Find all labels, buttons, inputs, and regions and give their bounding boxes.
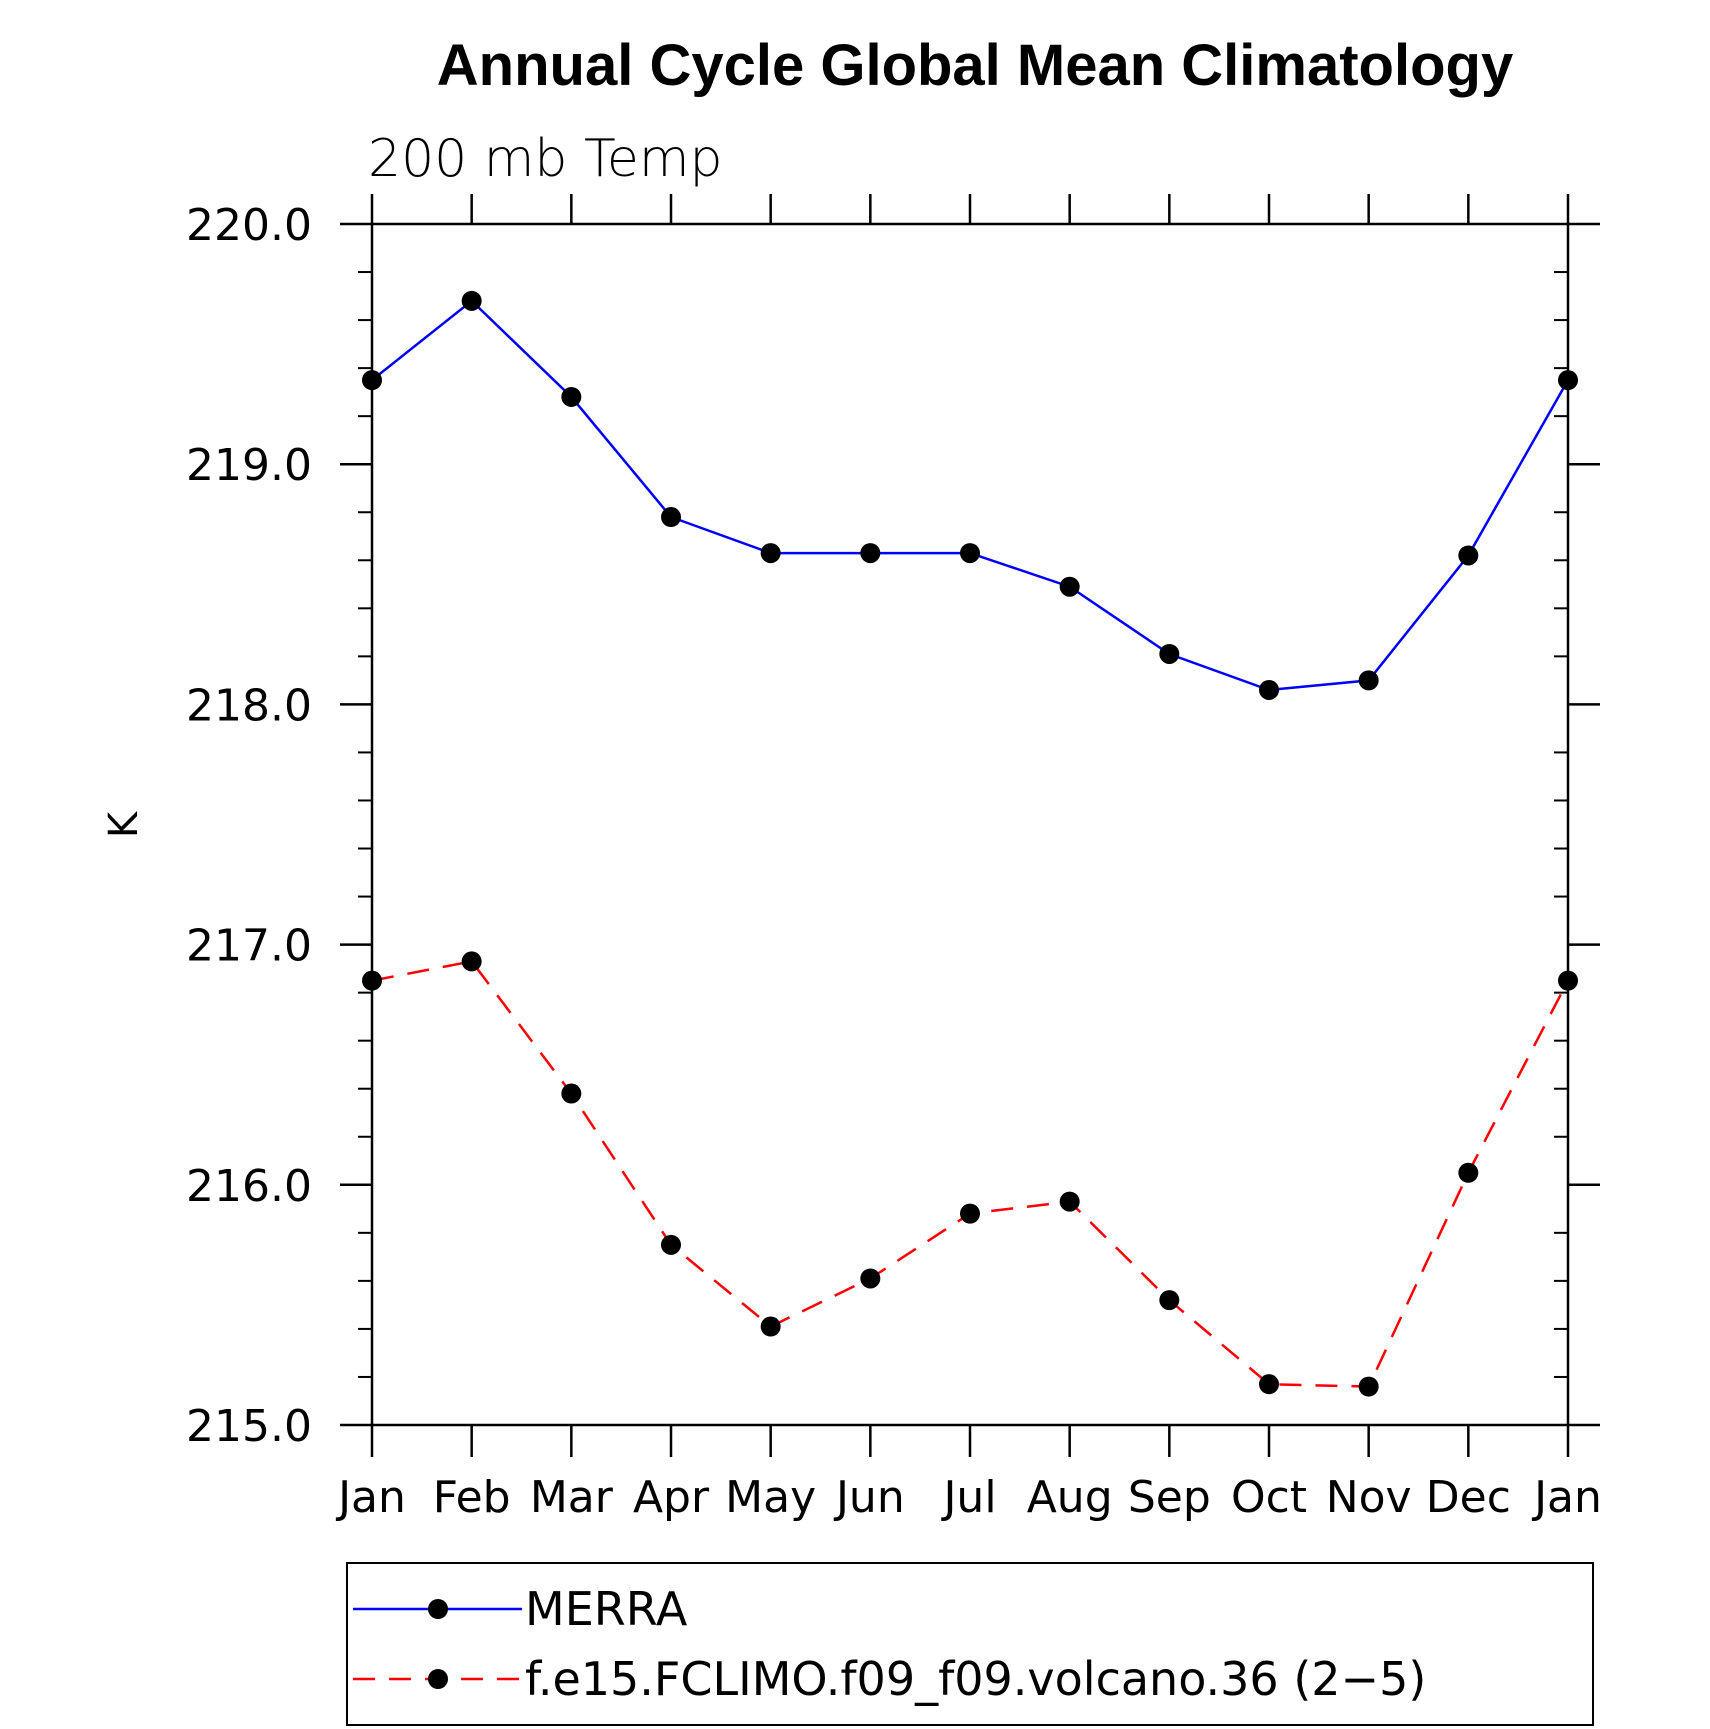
data-point-series-0 <box>1259 679 1279 700</box>
x-tick-label: Mar <box>530 1472 614 1523</box>
x-tick-label: Apr <box>633 1472 710 1523</box>
x-tick-label: Nov <box>1326 1472 1412 1523</box>
data-point-series-0 <box>960 543 980 564</box>
data-point-series-0 <box>1358 670 1379 691</box>
y-tick-label: 219.0 <box>186 440 312 491</box>
data-point-series-0 <box>561 386 582 407</box>
legend-label-model: f.e15.FCLIMO.f09_f09.volcano.36 (2−5) <box>525 1652 1426 1706</box>
data-point-series-0 <box>461 290 482 311</box>
data-point-series-0 <box>661 507 681 528</box>
data-point-series-1 <box>362 970 382 991</box>
x-tick-label: Aug <box>1027 1472 1113 1523</box>
plot-frame <box>370 222 1570 1427</box>
legend: MERRA f.e15.FCLIMO.f09_f09.volcano.36 (2… <box>346 1562 1594 1726</box>
series-layer <box>362 290 1578 1397</box>
y-tick-label: 217.0 <box>186 921 312 972</box>
y-axis: 215.0 216.0 217.0 218.0 219.0 220.0 <box>186 200 1600 1452</box>
y-tick-label: 218.0 <box>186 680 312 731</box>
x-tick-label: Feb <box>433 1472 511 1523</box>
x-tick-label: Sep <box>1128 1472 1211 1523</box>
data-point-series-1 <box>1458 1162 1479 1183</box>
data-point-series-1 <box>1159 1290 1180 1311</box>
chart-title: Annual Cycle Global Mean Climatology <box>437 33 1513 98</box>
x-tick-label: May <box>725 1472 816 1523</box>
series-line-1 <box>371 960 1570 1388</box>
y-tick-label: 220.0 <box>186 200 312 251</box>
y-axis-label: K <box>101 810 147 838</box>
x-tick-label: Jan <box>335 1472 406 1523</box>
data-point-series-0 <box>1159 643 1180 664</box>
legend-label-merra: MERRA <box>525 1582 688 1636</box>
data-point-series-0 <box>362 370 382 391</box>
series-line-0 <box>371 299 1570 692</box>
data-point-series-1 <box>561 1083 582 1104</box>
x-tick-label: Jul <box>940 1472 996 1523</box>
data-point-series-1 <box>461 951 482 972</box>
chart-subtitle: 200 mb Temp <box>368 129 723 189</box>
data-point-series-1 <box>661 1234 681 1255</box>
data-point-series-0 <box>760 543 781 564</box>
data-point-series-1 <box>860 1268 881 1289</box>
data-point-series-0 <box>1458 545 1479 566</box>
data-point-series-1 <box>1259 1374 1279 1395</box>
data-point-series-1 <box>1059 1191 1080 1212</box>
x-tick-label: Jun <box>833 1472 905 1523</box>
legend-marker-model <box>428 1669 448 1689</box>
x-tick-label: Dec <box>1426 1472 1511 1523</box>
y-tick-label: 216.0 <box>186 1161 312 1212</box>
data-point-series-1 <box>1358 1376 1379 1397</box>
data-point-series-1 <box>760 1316 781 1337</box>
data-point-series-1 <box>960 1203 980 1224</box>
data-point-series-0 <box>1558 370 1578 391</box>
x-axis: Jan Feb Mar Apr May Jun Jul Aug Sep Oct Nov Dec Jan <box>335 194 1602 1523</box>
y-tick-label: 215.0 <box>186 1401 312 1452</box>
legend-box <box>346 1562 1594 1726</box>
x-tick-label: Jan <box>1531 1472 1602 1523</box>
data-point-series-0 <box>1059 576 1080 597</box>
data-point-series-0 <box>860 543 881 564</box>
plot-border <box>370 222 1570 1427</box>
legend-marker-merra <box>428 1599 448 1619</box>
data-point-series-1 <box>1558 970 1578 991</box>
x-tick-label: Oct <box>1231 1472 1307 1523</box>
